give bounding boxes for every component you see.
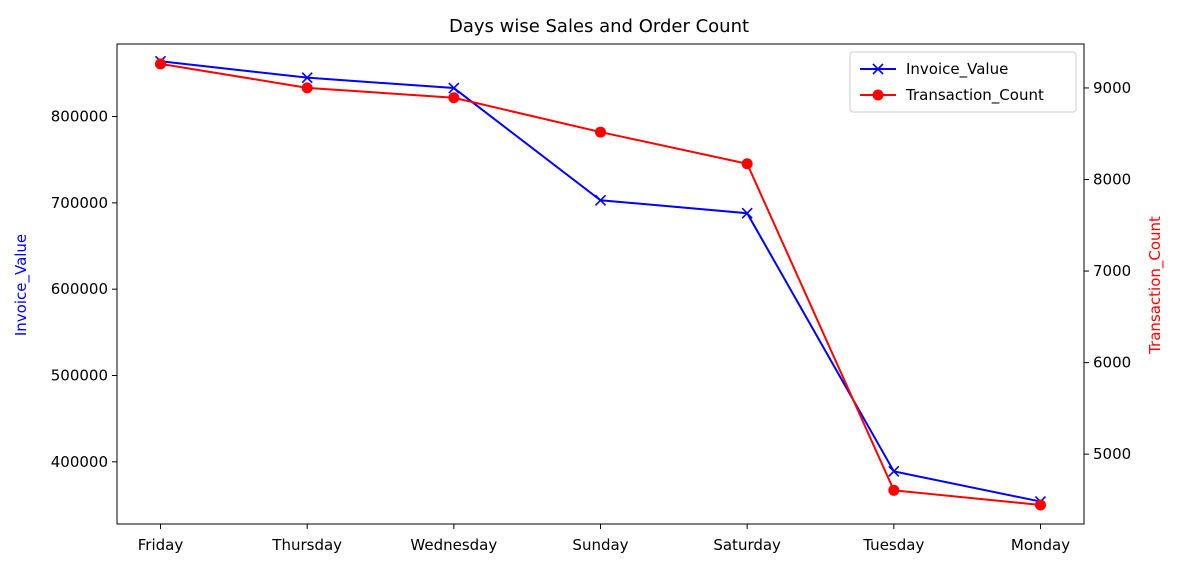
right-y-tick-label: 5000 — [1093, 445, 1131, 463]
legend-marker — [872, 89, 884, 101]
left-y-tick-label: 400000 — [51, 453, 108, 471]
right-y-tick-label: 8000 — [1093, 170, 1131, 188]
data-point-Invoice_Value — [301, 72, 313, 84]
plot-area: Friday Thursday Wednesday Sunday Saturday Tue… — [51, 43, 1131, 554]
data-point-Transaction_Count — [155, 58, 167, 70]
x-tick-label: Sunday — [572, 536, 628, 554]
data-point-Invoice_Value — [594, 194, 607, 206]
x-tick-label: Monday — [1011, 536, 1070, 554]
left-y-tick-label: 800000 — [51, 108, 108, 126]
data-point-Transaction_Count — [448, 92, 460, 104]
legend-marker — [872, 63, 884, 75]
left-y-tick-label: 700000 — [51, 194, 108, 212]
right-y-tick-label: 6000 — [1093, 354, 1131, 372]
data-point-Transaction_Count — [1034, 499, 1046, 511]
chart-legend: Invoice_Value Transaction_Count — [849, 51, 1077, 113]
left-y-tick-label: 500000 — [51, 367, 108, 385]
x-tick-label: Tuesday — [862, 536, 924, 554]
data-point-Transaction_Count — [301, 82, 313, 94]
right-axis-label: Transaction_Count — [1146, 216, 1165, 355]
x-tick-label: Friday — [138, 536, 184, 554]
x-tick-label: Saturday — [713, 536, 781, 554]
data-point-Transaction_Count — [888, 484, 900, 496]
x-tick-label: Thursday — [271, 536, 342, 554]
legend-label: Invoice_Value — [906, 60, 1008, 79]
data-point-Invoice_Value — [888, 465, 900, 477]
right-y-tick-label: 7000 — [1093, 262, 1131, 280]
data-point-Transaction_Count — [741, 158, 753, 170]
data-point-Transaction_Count — [595, 126, 606, 138]
chart-title: Days wise Sales and Order Count — [449, 16, 749, 37]
data-point-Invoice_Value — [448, 82, 460, 94]
data-point-Invoice_Value — [741, 207, 753, 219]
left-y-tick-label: 600000 — [51, 280, 108, 298]
legend-box — [849, 51, 1077, 113]
right-y-tick-label: 9000 — [1093, 79, 1131, 97]
left-axis-label: Invoice_Value — [12, 234, 31, 336]
legend-label: Transaction_Count — [905, 86, 1044, 105]
plot-frame — [116, 43, 1085, 525]
x-tick-label: Wednesday — [410, 536, 497, 554]
